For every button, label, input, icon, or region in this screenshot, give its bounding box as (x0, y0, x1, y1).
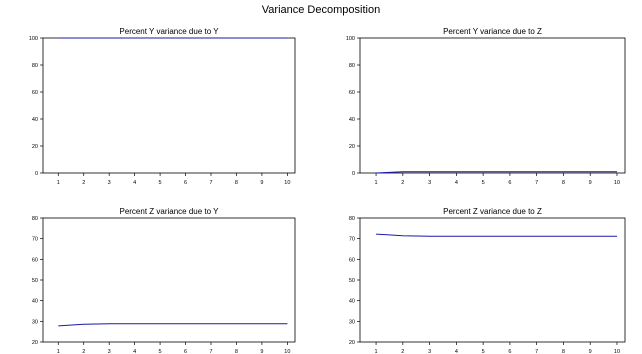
x-tick-label: 4 (133, 349, 136, 354)
x-tick-label: 2 (401, 349, 404, 354)
series-line (376, 171, 617, 174)
y-tick-label: 40 (32, 299, 38, 305)
y-tick-label: 60 (349, 257, 355, 263)
panel-title: Percent Y variance due to Y (119, 27, 219, 36)
x-tick-label: 7 (535, 180, 538, 186)
y-tick-label: 50 (32, 278, 38, 284)
x-tick-label: 5 (159, 349, 162, 354)
panel-title: Percent Y variance due to Z (443, 27, 542, 36)
y-tick-label: 60 (32, 257, 38, 263)
x-tick-label: 2 (401, 180, 404, 186)
x-tick-label: 10 (284, 349, 290, 354)
plot-frame (359, 37, 626, 174)
x-tick-label: 3 (428, 180, 431, 186)
y-tick-label: 70 (32, 237, 38, 243)
x-tick-label: 1 (375, 180, 378, 186)
x-tick-label: 2 (82, 349, 85, 354)
x-tick-label: 9 (260, 349, 263, 354)
y-tick-label: 80 (32, 216, 38, 222)
y-tick-label: 40 (349, 299, 355, 305)
panel-2: Percent Y variance due to Z 0 20 40 60 80 100 1… (346, 27, 626, 186)
y-tick-label: 100 (29, 36, 38, 42)
y-tick-label: 30 (349, 319, 355, 325)
y-tick-label: 80 (32, 63, 38, 69)
y-tick-label: 0 (352, 171, 355, 177)
x-tick-label: 10 (614, 349, 620, 354)
x-tick-label: 9 (589, 349, 592, 354)
x-tick-label: 9 (589, 180, 592, 186)
y-tick-label: 50 (349, 278, 355, 284)
x-tick-label: 10 (284, 180, 290, 186)
x-tick-label: 6 (508, 180, 511, 186)
plot-frame (42, 37, 296, 174)
y-tick-label: 80 (349, 216, 355, 222)
series-line (58, 323, 288, 327)
x-tick-label: 8 (562, 180, 565, 186)
x-tick-label: 8 (235, 180, 238, 186)
x-tick-label: 4 (455, 349, 458, 354)
y-tick-label: 30 (32, 319, 38, 325)
x-tick-label: 1 (375, 349, 378, 354)
y-tick-label: 20 (32, 340, 38, 346)
series-line (376, 233, 617, 237)
y-tick-label: 40 (349, 117, 355, 123)
y-tick-label: 20 (349, 144, 355, 150)
x-tick-label: 3 (428, 349, 431, 354)
panel-4: Percent Z variance due to Z 20 30 40 50 60 70 8… (349, 207, 626, 354)
x-tick-label: 6 (508, 349, 511, 354)
y-tick-label: 0 (35, 171, 38, 177)
x-tick-label: 7 (209, 349, 212, 354)
x-tick-label: 4 (133, 180, 136, 186)
y-tick-label: 80 (349, 63, 355, 69)
y-tick-label: 70 (349, 237, 355, 243)
y-tick-label: 20 (349, 340, 355, 346)
panel-3: Percent Z variance due to Y 20 30 40 50 60 70 8… (32, 207, 296, 354)
x-tick-label: 2 (82, 180, 85, 186)
x-tick-label: 3 (108, 349, 111, 354)
x-tick-label: 1 (57, 349, 60, 354)
x-tick-label: 8 (562, 349, 565, 354)
y-tick-label: 20 (32, 144, 38, 150)
x-tick-label: 5 (159, 180, 162, 186)
x-tick-label: 10 (614, 180, 620, 186)
x-tick-label: 7 (535, 349, 538, 354)
y-tick-label: 40 (32, 117, 38, 123)
x-tick-label: 3 (108, 180, 111, 186)
x-tick-label: 6 (184, 180, 187, 186)
panel-title: Percent Z variance due to Y (119, 207, 219, 216)
x-tick-label: 4 (455, 180, 458, 186)
x-tick-label: 5 (482, 349, 485, 354)
x-tick-label: 6 (184, 349, 187, 354)
panel-1: Percent Y variance due to Y 0 20 40 60 80 100 1… (29, 27, 296, 186)
y-tick-label: 100 (346, 36, 355, 42)
x-tick-label: 7 (209, 180, 212, 186)
x-tick-label: 5 (482, 180, 485, 186)
panel-title: Percent Z variance due to Z (443, 207, 542, 216)
x-tick-label: 8 (235, 349, 238, 354)
y-tick-label: 60 (349, 90, 355, 96)
x-tick-label: 9 (260, 180, 263, 186)
y-tick-label: 60 (32, 90, 38, 96)
x-tick-label: 1 (57, 180, 60, 186)
figure-title: Variance Decomposition (261, 4, 381, 16)
